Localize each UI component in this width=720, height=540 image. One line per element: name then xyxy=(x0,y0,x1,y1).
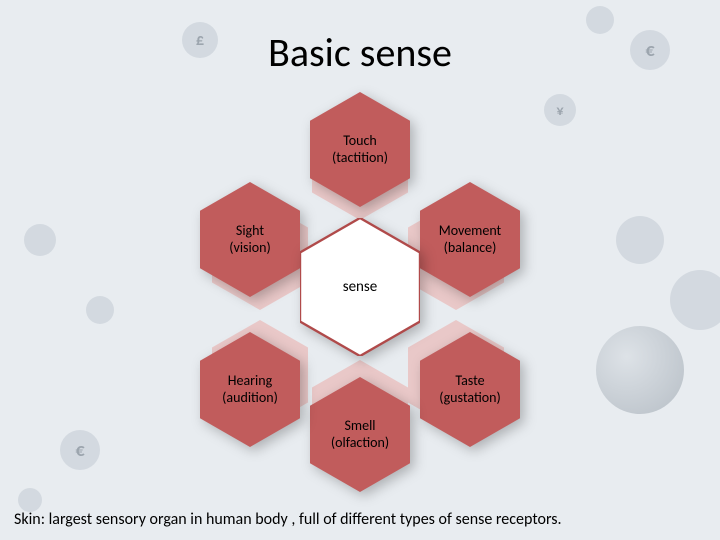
bg-circle: € xyxy=(630,30,670,70)
hex-line1: Sight xyxy=(236,222,264,239)
hex-line1: Touch xyxy=(343,132,377,149)
hex-label: Hearing(audition) xyxy=(216,373,284,407)
page-title: Basic sense xyxy=(268,28,452,77)
bg-circle: £ xyxy=(182,22,218,58)
hex-outer: Movement(balance) xyxy=(420,182,520,297)
title-text: Basic sense xyxy=(268,28,452,77)
bg-circle: ¥ xyxy=(544,94,576,126)
bg-circle: € xyxy=(60,430,100,470)
hex-outer: Taste(gustation) xyxy=(420,332,520,447)
hex-line1: Movement xyxy=(439,222,502,239)
bg-circle xyxy=(18,488,42,512)
footer-text: Skin: largest sensory organ in human bod… xyxy=(14,510,562,529)
hex-outer: Smell(olfaction) xyxy=(310,377,410,492)
hex-outer: Touch(tactition) xyxy=(310,92,410,207)
hex-label: Taste(gustation) xyxy=(433,373,506,407)
hex-line2: (audition) xyxy=(222,389,278,406)
hex-line2: (tactition) xyxy=(332,149,388,166)
hex-line2: (olfaction) xyxy=(331,434,389,451)
bg-circle xyxy=(86,296,114,324)
hex-line1: Smell xyxy=(344,417,375,434)
hex-center: sense xyxy=(300,218,420,356)
hex-line1: Hearing xyxy=(228,372,272,389)
footer-note: Skin: largest sensory organ in human bod… xyxy=(14,510,562,529)
hex-center-label: sense xyxy=(337,278,384,296)
hex-line1: Taste xyxy=(455,372,484,389)
bg-circle xyxy=(586,6,614,34)
hex-label: Sight(vision) xyxy=(223,223,276,257)
hex-outer: Hearing(audition) xyxy=(200,332,300,447)
hex-outer: Sight(vision) xyxy=(200,182,300,297)
hex-line2: (balance) xyxy=(444,239,497,256)
bg-circle xyxy=(616,216,664,264)
hex-label: Touch(tactition) xyxy=(326,133,394,167)
bg-circle xyxy=(670,270,720,330)
hex-label: Smell(olfaction) xyxy=(325,418,395,452)
hex-line2: (vision) xyxy=(229,239,270,256)
bg-globe xyxy=(596,326,684,414)
bg-circle xyxy=(24,224,56,256)
hex-label: Movement(balance) xyxy=(433,223,508,257)
hex-line2: (gustation) xyxy=(439,389,500,406)
